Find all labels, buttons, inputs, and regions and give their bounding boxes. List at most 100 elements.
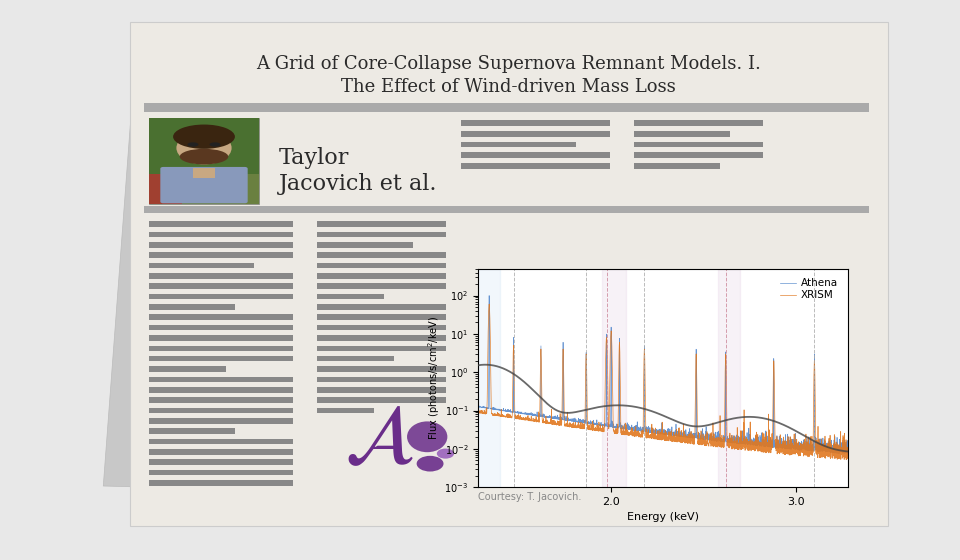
Bar <box>149 387 293 393</box>
Ellipse shape <box>177 132 231 165</box>
Bar <box>461 131 610 137</box>
Bar <box>317 387 446 393</box>
XRISM <box>615 430 627 437</box>
Ellipse shape <box>173 124 235 149</box>
Bar <box>149 356 293 362</box>
XRISM <box>515 416 526 422</box>
Polygon shape <box>371 34 887 526</box>
Y-axis label: Flux (photons/s/cm$^2$/keV): Flux (photons/s/cm$^2$/keV) <box>426 316 442 440</box>
Bar <box>149 231 293 237</box>
FancyBboxPatch shape <box>130 22 888 526</box>
Bar <box>149 439 293 445</box>
Bar <box>317 346 446 351</box>
Bar <box>149 408 293 413</box>
X-axis label: Energy (keV): Energy (keV) <box>627 512 699 522</box>
Circle shape <box>417 456 444 472</box>
Bar <box>461 142 576 147</box>
Bar <box>317 335 446 340</box>
Athena <box>844 451 855 458</box>
Text: $\mathcal{A}$: $\mathcal{A}$ <box>345 400 414 479</box>
Bar <box>149 366 226 372</box>
Ellipse shape <box>407 421 447 452</box>
Bar <box>149 252 293 258</box>
Text: A Grid of Core-Collapse Supernova Remnant Models. I.: A Grid of Core-Collapse Supernova Remnan… <box>256 55 761 73</box>
Bar <box>149 118 259 204</box>
XRISM <box>472 407 484 414</box>
Bar <box>317 263 446 268</box>
Ellipse shape <box>180 149 228 165</box>
Athena <box>838 443 850 450</box>
Bar <box>317 242 413 248</box>
Bar <box>317 376 446 382</box>
Bar <box>317 273 446 279</box>
Bar <box>634 152 763 158</box>
Bar <box>149 428 235 434</box>
XRISM <box>846 455 857 462</box>
Bar <box>317 325 446 330</box>
Athena <box>538 413 549 420</box>
Bar <box>634 163 720 169</box>
Bar <box>317 252 446 258</box>
Bar <box>149 376 293 382</box>
XRISM <box>842 456 853 463</box>
Athena <box>615 425 627 432</box>
Bar <box>317 315 446 320</box>
Bar <box>149 459 293 465</box>
XRISM <box>632 428 643 435</box>
Bar <box>461 120 610 126</box>
Bar <box>317 366 446 372</box>
Bar <box>144 206 869 213</box>
Bar <box>634 120 763 126</box>
Bar <box>149 263 254 268</box>
Bar <box>317 221 446 227</box>
XRISM <box>838 456 850 463</box>
Bar <box>149 242 293 248</box>
Bar <box>149 283 293 289</box>
Bar <box>149 470 293 475</box>
Text: The Effect of Wind-driven Mass Loss: The Effect of Wind-driven Mass Loss <box>342 78 676 96</box>
Athena <box>484 292 495 299</box>
Bar <box>634 142 763 147</box>
Bar <box>149 346 293 351</box>
Bar <box>149 335 293 340</box>
Text: Jacovich et al.: Jacovich et al. <box>278 172 437 195</box>
Circle shape <box>437 449 454 459</box>
XRISM <box>538 419 549 426</box>
Bar <box>317 398 446 403</box>
Text: Taylor: Taylor <box>278 147 348 169</box>
Bar <box>149 293 293 299</box>
XRISM <box>798 442 809 449</box>
Athena <box>846 447 857 454</box>
Bar <box>149 118 259 174</box>
Bar <box>149 480 293 486</box>
Line: Athena: Athena <box>478 296 852 454</box>
XRISM <box>484 301 495 307</box>
Bar <box>634 131 730 137</box>
Ellipse shape <box>187 142 199 147</box>
Ellipse shape <box>209 142 221 147</box>
Line: XRISM: XRISM <box>478 304 852 460</box>
Bar <box>317 293 384 299</box>
Text: Courtesy: T. Jacovich.: Courtesy: T. Jacovich. <box>478 492 582 502</box>
Bar <box>144 103 869 112</box>
Bar <box>149 325 293 330</box>
Bar <box>602 269 626 487</box>
Bar <box>317 304 446 310</box>
Bar <box>149 174 182 204</box>
Bar <box>317 231 446 237</box>
Bar <box>478 269 500 487</box>
Bar <box>149 398 293 403</box>
FancyBboxPatch shape <box>160 167 248 203</box>
Bar <box>149 221 293 227</box>
Bar <box>149 304 235 310</box>
Athena <box>472 403 484 410</box>
Bar <box>317 283 446 289</box>
Polygon shape <box>104 39 213 488</box>
Bar <box>193 168 215 178</box>
Athena <box>798 436 809 443</box>
Legend: Athena, XRISM: Athena, XRISM <box>777 274 843 305</box>
Bar <box>317 356 394 362</box>
Athena <box>515 410 526 417</box>
Bar <box>461 152 610 158</box>
Bar <box>149 449 293 455</box>
